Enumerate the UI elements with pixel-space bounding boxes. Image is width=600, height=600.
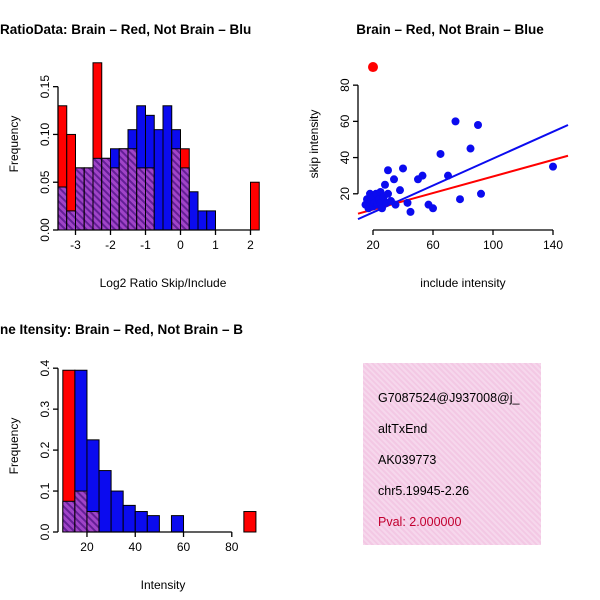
hist-bar <box>146 515 160 533</box>
scatter-point-not-brain <box>391 200 400 209</box>
scatter-point-not-brain <box>390 175 398 184</box>
x-tick-label: 1 <box>212 238 219 252</box>
hist1-ylabel: Frequency <box>7 115 21 173</box>
hist-bar-overlap <box>62 500 76 533</box>
scatter-xlabel: include intensity <box>420 276 506 290</box>
y-tick-label: 0.3 <box>38 400 52 417</box>
y-tick-label: 0.00 <box>38 218 52 242</box>
hist-bar-overlap <box>171 148 181 231</box>
scatter-point-not-brain <box>466 144 475 153</box>
locus-line: chr5.19945-2.26 <box>378 484 470 498</box>
scatter-point-not-brain <box>451 117 460 126</box>
hist-bar-overlap <box>57 186 68 231</box>
x-tick-label: 2 <box>247 238 254 252</box>
hist2-ylabel: Frequency <box>7 417 21 475</box>
hist-bar-overlap <box>118 148 129 231</box>
scatter-ylabel: skip intensity <box>307 109 321 179</box>
scatter-point-not-brain <box>406 207 415 216</box>
x-tick-label: 100 <box>483 238 503 252</box>
scatter-point-not-brain <box>436 149 445 158</box>
hist-bar <box>243 511 257 533</box>
x-tick-label: 60 <box>426 238 440 252</box>
hist1-xlabel: Log2 Ratio Skip/Include <box>99 276 227 290</box>
y-tick-label: 40 <box>338 151 352 165</box>
x-tick-label: 0 <box>177 238 184 252</box>
hist-bar <box>170 515 185 533</box>
y-tick-label: 0.1 <box>38 482 52 499</box>
hist-bar-overlap <box>180 167 190 231</box>
probe-id-line: G7087524@J937008@j_ <box>378 391 520 405</box>
y-tick-label: 0.10 <box>38 122 52 146</box>
x-tick-label: 20 <box>366 238 380 252</box>
scatter-point-not-brain <box>396 186 404 195</box>
y-tick-label: 60 <box>338 114 352 128</box>
info-panel: G7087524@J937008@j_ altTxEnd AK039773 ch… <box>363 363 541 545</box>
hist-bar-overlap <box>145 167 155 231</box>
event-type-line: altTxEnd <box>378 422 428 436</box>
hist-bar-overlap <box>101 157 111 231</box>
y-tick-label: 0.15 <box>38 75 52 99</box>
x-tick-label: -1 <box>140 238 151 252</box>
x-tick-label: 40 <box>129 540 143 554</box>
scatter-point-not-brain <box>378 204 386 213</box>
hist-bar <box>188 191 199 231</box>
hist-bar-overlap <box>92 157 103 231</box>
y-tick-label: 0.0 <box>38 523 52 540</box>
scatter-point-brain <box>368 62 378 73</box>
x-tick-label: 20 <box>80 540 94 554</box>
scatter-point-not-brain <box>477 189 485 198</box>
scatter-point-not-brain <box>549 162 557 171</box>
scatter-title: Brain – Red, Not Brain – Blue <box>356 22 544 37</box>
y-tick-label: 0.4 <box>38 360 52 377</box>
y-tick-label: 80 <box>338 78 352 92</box>
intensity-scatter-plot: 20 60 100 140 20 40 60 80 <box>338 62 569 252</box>
scatter-point-not-brain <box>381 180 389 189</box>
scatter-point-not-brain <box>384 189 392 198</box>
hist-bar <box>250 181 260 231</box>
scatter-point-not-brain <box>399 164 407 173</box>
hist2-title: ne Itensity: Brain – Red, Not Brain – B <box>0 322 244 337</box>
hist-bar-overlap <box>110 167 120 231</box>
hist2-xlabel: Intensity <box>140 578 186 592</box>
hist-bar <box>206 210 216 231</box>
scatter-point-not-brain <box>384 166 392 175</box>
y-tick-label: 0.05 <box>38 170 52 194</box>
gene-intensity-histogram-plot: 20 40 60 80 0.0 0.1 0.2 0.3 0.4 <box>38 360 257 554</box>
scatter-point-not-brain <box>429 204 437 213</box>
hist-bar <box>162 105 173 231</box>
x-tick-label: -2 <box>105 238 116 252</box>
scatter-point-not-brain <box>456 195 464 204</box>
x-tick-label: 60 <box>177 540 191 554</box>
hist-bar <box>153 129 164 231</box>
pval-line: Pval: 2.000000 <box>378 515 462 529</box>
hist-bar <box>134 511 148 533</box>
hist-bar <box>110 490 124 533</box>
x-tick-label: 140 <box>543 238 563 252</box>
hist-bar-overlap <box>86 511 100 533</box>
hist-bar-overlap <box>75 167 85 231</box>
scatter-point-not-brain <box>474 120 482 129</box>
hist-bar-overlap <box>127 148 138 231</box>
hist1-title: RatioData: Brain – Red, Not Brain – Blu <box>0 22 252 37</box>
y-tick-label: 20 <box>338 187 352 201</box>
hist-bar-overlap <box>136 167 146 231</box>
hist-bar-overlap <box>83 167 94 231</box>
hist-bar <box>98 470 112 533</box>
hist-bar <box>197 210 208 231</box>
x-tick-label: -3 <box>70 238 81 252</box>
x-tick-label: 80 <box>225 540 239 554</box>
ratio-histogram-plot: -3 -2 -1 0 1 2 0.00 0.05 0.10 0.15 <box>38 62 260 252</box>
hist-bar-overlap <box>74 490 88 533</box>
y-tick-label: 0.2 <box>38 441 52 458</box>
hist-bar <box>122 504 136 533</box>
scatter-point-not-brain <box>418 171 427 180</box>
scatter-point-not-brain <box>444 171 452 180</box>
scatter-point-not-brain <box>403 198 412 207</box>
accession-line: AK039773 <box>378 453 437 467</box>
hist-bar-overlap <box>66 210 76 231</box>
